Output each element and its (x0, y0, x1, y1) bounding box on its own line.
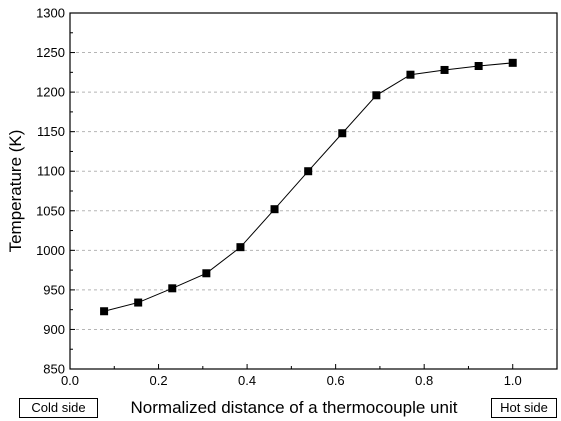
x-tick-label: 0.6 (327, 373, 345, 388)
plot-frame (69, 12, 558, 370)
y-tick-label: 1200 (36, 85, 65, 100)
cold-side-label: Cold side (19, 398, 98, 418)
y-tick-label: 850 (43, 362, 65, 377)
data-point (134, 298, 143, 307)
hot-side-label: Hot side (491, 398, 557, 418)
data-point (100, 307, 109, 316)
y-tick-label: 950 (43, 282, 65, 297)
y-tick-label: 900 (43, 322, 65, 337)
data-point (406, 70, 415, 79)
x-axis-title: Normalized distance of a thermocouple un… (131, 398, 458, 417)
data-point (270, 205, 279, 214)
series-group (100, 58, 517, 316)
axis-ticks: 850 900 950 1000 1050 1100 1150 1200 1250 1300 0.0… (36, 6, 558, 388)
data-point (236, 243, 245, 252)
data-point (372, 91, 381, 100)
data-point (474, 62, 483, 71)
y-tick-label: 1150 (37, 124, 65, 139)
data-point (202, 269, 211, 278)
data-point (304, 167, 313, 176)
y-axis-title: Temperature (K) (6, 130, 25, 253)
y-tick-label: 1250 (36, 45, 65, 60)
x-tick-label: 0.2 (150, 373, 168, 388)
series-line (103, 62, 513, 312)
x-tick-label: 0.0 (61, 373, 79, 388)
y-tick-label: 1300 (36, 6, 65, 21)
grid-lines (70, 52, 557, 330)
data-point (168, 284, 177, 293)
x-tick-label: 1.0 (504, 373, 522, 388)
x-tick-label: 0.8 (415, 373, 433, 388)
y-tick-label: 1050 (36, 203, 65, 218)
data-point (508, 58, 517, 67)
data-point (440, 65, 449, 74)
y-tick-label: 1000 (36, 243, 65, 258)
x-tick-label: 0.4 (238, 373, 256, 388)
data-point (338, 129, 347, 138)
y-tick-label: 1100 (37, 164, 65, 179)
